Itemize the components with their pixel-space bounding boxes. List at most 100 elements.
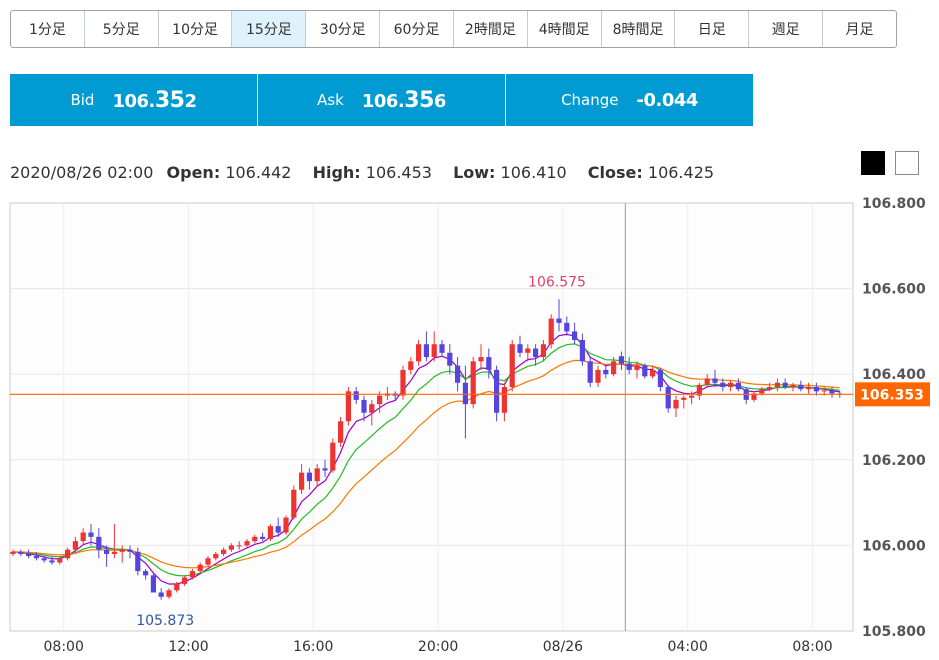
candle-body	[221, 549, 227, 554]
candle-body	[275, 526, 281, 533]
ask-suffix: 6	[433, 90, 447, 112]
x-tick-label: 08:00	[44, 639, 84, 655]
candle-body	[18, 551, 24, 554]
timeframe-tab[interactable]: 月足	[845, 22, 874, 38]
candlestick-chart[interactable]: 106.800 106.600 106.400 106.200 106.000 105.8…	[0, 195, 939, 660]
candle-body	[657, 369, 663, 388]
candle-body	[127, 549, 133, 552]
candle-body	[486, 357, 492, 370]
timeframe-tab[interactable]: 15分足	[232, 11, 307, 47]
candle-body	[306, 472, 312, 482]
candle-body	[423, 344, 429, 358]
candle-body	[829, 390, 835, 394]
candle-body	[330, 442, 336, 471]
candle-body	[104, 549, 110, 554]
candle-body	[478, 357, 484, 362]
ohlc-high: High: 106.453	[313, 163, 440, 182]
candle-body	[704, 378, 710, 385]
timeframe-tab[interactable]: 60分足	[380, 11, 454, 47]
candle-body	[10, 551, 16, 554]
candle-body	[96, 536, 102, 550]
x-tick-label: 08:00	[792, 639, 832, 655]
timeframe-tab[interactable]: 10分足	[159, 11, 233, 47]
candle-body	[517, 344, 523, 353]
candle-body	[150, 575, 156, 593]
candle-body	[353, 391, 359, 400]
candle-body	[813, 387, 819, 392]
candle-body	[790, 384, 796, 388]
min-price-marker: 105.873	[136, 613, 194, 629]
candle-body	[244, 541, 250, 546]
x-tick-label: 16:00	[293, 639, 333, 655]
candle-body	[174, 583, 180, 591]
candle-body	[283, 517, 289, 533]
candle-body	[774, 382, 780, 388]
candle-body	[548, 318, 554, 345]
timeframe-tab[interactable]: 1分足	[11, 11, 85, 47]
candle-body	[642, 365, 648, 377]
black-theme-icon[interactable]	[861, 151, 885, 175]
change-value: -0.044	[636, 89, 699, 111]
ask-prefix: 106.	[361, 90, 405, 112]
candle-body	[228, 545, 234, 550]
candle-body	[400, 369, 406, 396]
candle-body	[525, 348, 531, 353]
timeframe-tab[interactable]: 8時間足	[602, 11, 676, 47]
candle-body	[618, 356, 624, 364]
candle-body	[673, 399, 679, 409]
candle-body	[494, 369, 500, 413]
ask-value: 106.356	[361, 88, 447, 113]
bid-prefix: 106.	[112, 90, 155, 112]
candle-body	[501, 387, 507, 413]
candle-body	[267, 526, 273, 539]
candle-body	[603, 369, 609, 375]
candle-body	[260, 536, 266, 539]
x-tick-label: 04:00	[668, 639, 708, 655]
candle-body	[166, 590, 172, 597]
y-tick-label: 105.800	[862, 624, 926, 640]
y-tick-label: 106.400	[862, 367, 926, 383]
candle-body	[681, 397, 687, 400]
ma-long-line	[12, 359, 840, 569]
candle-body	[291, 489, 297, 518]
timeframe-tabs: 1分足 5分足 10分足 15分足 30分足 60分足 2時間足 4時間足 8時間足 日足 週足 月足	[10, 10, 897, 48]
timeframe-tab[interactable]: 週足	[749, 11, 824, 47]
white-theme-icon[interactable]	[895, 151, 919, 175]
ohlc-close: Close: 106.425	[588, 163, 722, 182]
timeframe-tab[interactable]: 30分足	[306, 11, 381, 47]
candle-body	[80, 532, 86, 542]
candle-body	[821, 390, 827, 392]
candle-body	[735, 382, 741, 390]
candle-body	[361, 399, 367, 413]
open-value: 106.442	[225, 163, 292, 182]
bid-suffix: 2	[184, 90, 198, 112]
candle-body	[470, 361, 476, 405]
candle-body	[369, 404, 375, 413]
candle-body	[634, 365, 640, 370]
candle-body	[806, 387, 812, 390]
candle-body	[556, 318, 562, 323]
timeframe-tab[interactable]: 日足	[675, 11, 750, 47]
candle-body	[540, 344, 546, 358]
candle-body	[798, 384, 804, 390]
timeframe-tab[interactable]: 4時間足	[528, 11, 602, 47]
high-label: High:	[312, 163, 361, 182]
candle-body	[143, 571, 149, 576]
open-label: Open:	[166, 163, 221, 182]
candle-body	[236, 545, 242, 547]
candle-body	[197, 564, 203, 572]
y-tick-label: 106.800	[862, 196, 926, 212]
candle-body	[416, 344, 422, 362]
candle-body	[135, 551, 141, 572]
low-label: Low:	[453, 163, 496, 182]
timeframe-tab[interactable]: 2時間足	[454, 11, 528, 47]
candle-body	[447, 352, 453, 366]
timeframe-tab[interactable]: 5分足	[85, 11, 159, 47]
candle-body	[205, 558, 211, 565]
ohlc-low: Low: 106.410	[453, 163, 575, 182]
x-tick-label: 12:00	[168, 639, 208, 655]
quote-bar: Bid 106.352 Ask 106.356 Change -0.044	[10, 74, 753, 126]
candle-body	[650, 369, 656, 377]
candle-body	[712, 378, 718, 383]
candle-body	[57, 558, 63, 563]
